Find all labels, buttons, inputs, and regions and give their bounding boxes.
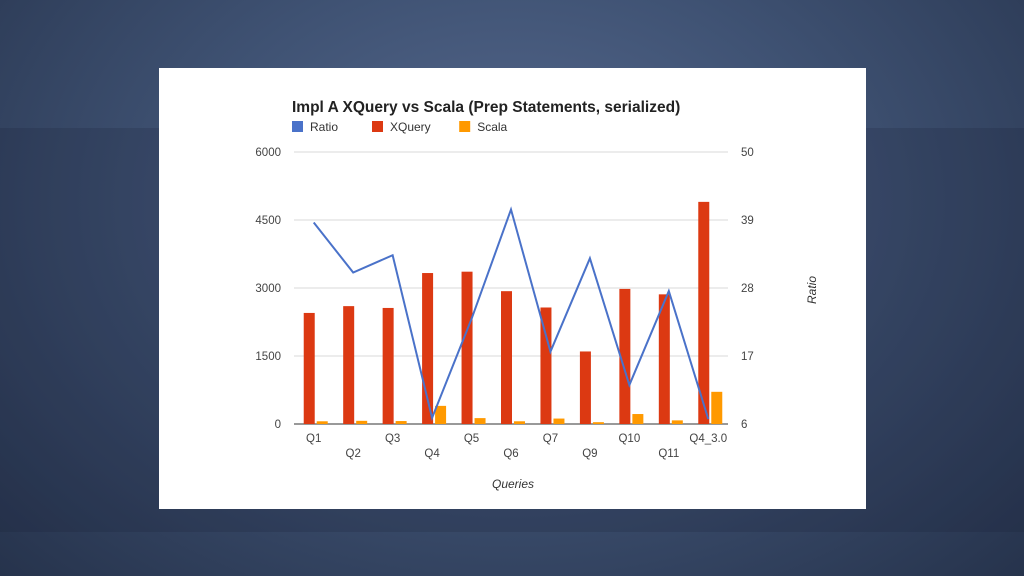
- bar-scala: [395, 421, 407, 424]
- bar-scala: [592, 422, 604, 424]
- bar-scala: [711, 391, 723, 424]
- bar-xquery: [619, 288, 631, 424]
- x-tick-label: Q3: [385, 433, 400, 445]
- bar-xquery: [382, 307, 394, 424]
- y-tick-label: 3000: [255, 283, 281, 295]
- y2-tick-label: 50: [741, 147, 754, 159]
- bar-scala: [553, 418, 565, 424]
- x-tick-label: Q5: [464, 433, 479, 445]
- bar-scala: [316, 421, 328, 424]
- x-tick-label: Q6: [503, 448, 518, 460]
- bar-scala: [671, 420, 683, 424]
- bar-scala: [435, 405, 447, 424]
- x-tick-label: Q4: [424, 448, 440, 460]
- x-tick-label: Q9: [582, 448, 597, 460]
- legend-swatch-xquery: [372, 121, 383, 132]
- bar-scala: [356, 420, 368, 424]
- bar-scala: [632, 414, 644, 424]
- y-tick-label: 4500: [255, 215, 281, 227]
- y2-tick-label: 39: [741, 215, 754, 227]
- legend-label-scala: Scala: [477, 120, 507, 134]
- legend-label-ratio: Ratio: [310, 120, 338, 134]
- bar-xquery: [461, 271, 473, 424]
- y2-tick-label: 28: [741, 283, 754, 295]
- ratio-line-path: [312, 206, 710, 422]
- ratio-line: [312, 206, 710, 422]
- y2-tick-label: 17: [741, 351, 754, 363]
- bar-xquery: [422, 273, 434, 424]
- bar-xquery: [343, 306, 355, 424]
- y-tick-label: 6000: [255, 147, 281, 159]
- bar-xquery: [540, 307, 552, 424]
- bars: [303, 201, 723, 424]
- bar-xquery: [501, 291, 512, 424]
- legend-swatch-scala: [459, 121, 471, 132]
- x-tick-label: Q4_3.0: [689, 433, 727, 445]
- x-axis-title: Queries: [492, 477, 534, 491]
- x-tick-label: Q1: [306, 433, 321, 445]
- legend: Ratio XQuery Scala: [292, 120, 508, 134]
- x-tick-label: Q7: [543, 433, 558, 445]
- bar-scala: [514, 421, 525, 424]
- legend-swatch-ratio: [292, 121, 303, 132]
- y2-tick-label: 6: [741, 419, 747, 431]
- bar-xquery: [579, 351, 591, 424]
- x-tick-label: Q10: [618, 433, 640, 445]
- chart-svg: Impl A XQuery vs Scala (Prep Statements,…: [255, 99, 819, 491]
- bar-xquery: [658, 294, 670, 424]
- legend-label-xquery: XQuery: [390, 120, 431, 134]
- bar-scala: [474, 418, 486, 424]
- bar-xquery: [698, 201, 710, 424]
- x-tick-label: Q11: [658, 448, 679, 460]
- y-tick-label: 0: [275, 419, 281, 431]
- tick-labels: 0 1500 3000 4500 6000 6 17 28 39 50 Q1 Q2 Q3 Q4 Q5 Q6 Q7…: [255, 147, 753, 460]
- bar-xquery: [303, 312, 315, 424]
- chart-title: Impl A XQuery vs Scala (Prep Statements,…: [292, 99, 680, 116]
- chart-card: Impl A XQuery vs Scala (Prep Statements,…: [159, 68, 866, 509]
- x-tick-label: Q2: [346, 448, 361, 460]
- y-tick-label: 1500: [255, 351, 281, 363]
- y2-axis-title: Ratio: [805, 276, 819, 304]
